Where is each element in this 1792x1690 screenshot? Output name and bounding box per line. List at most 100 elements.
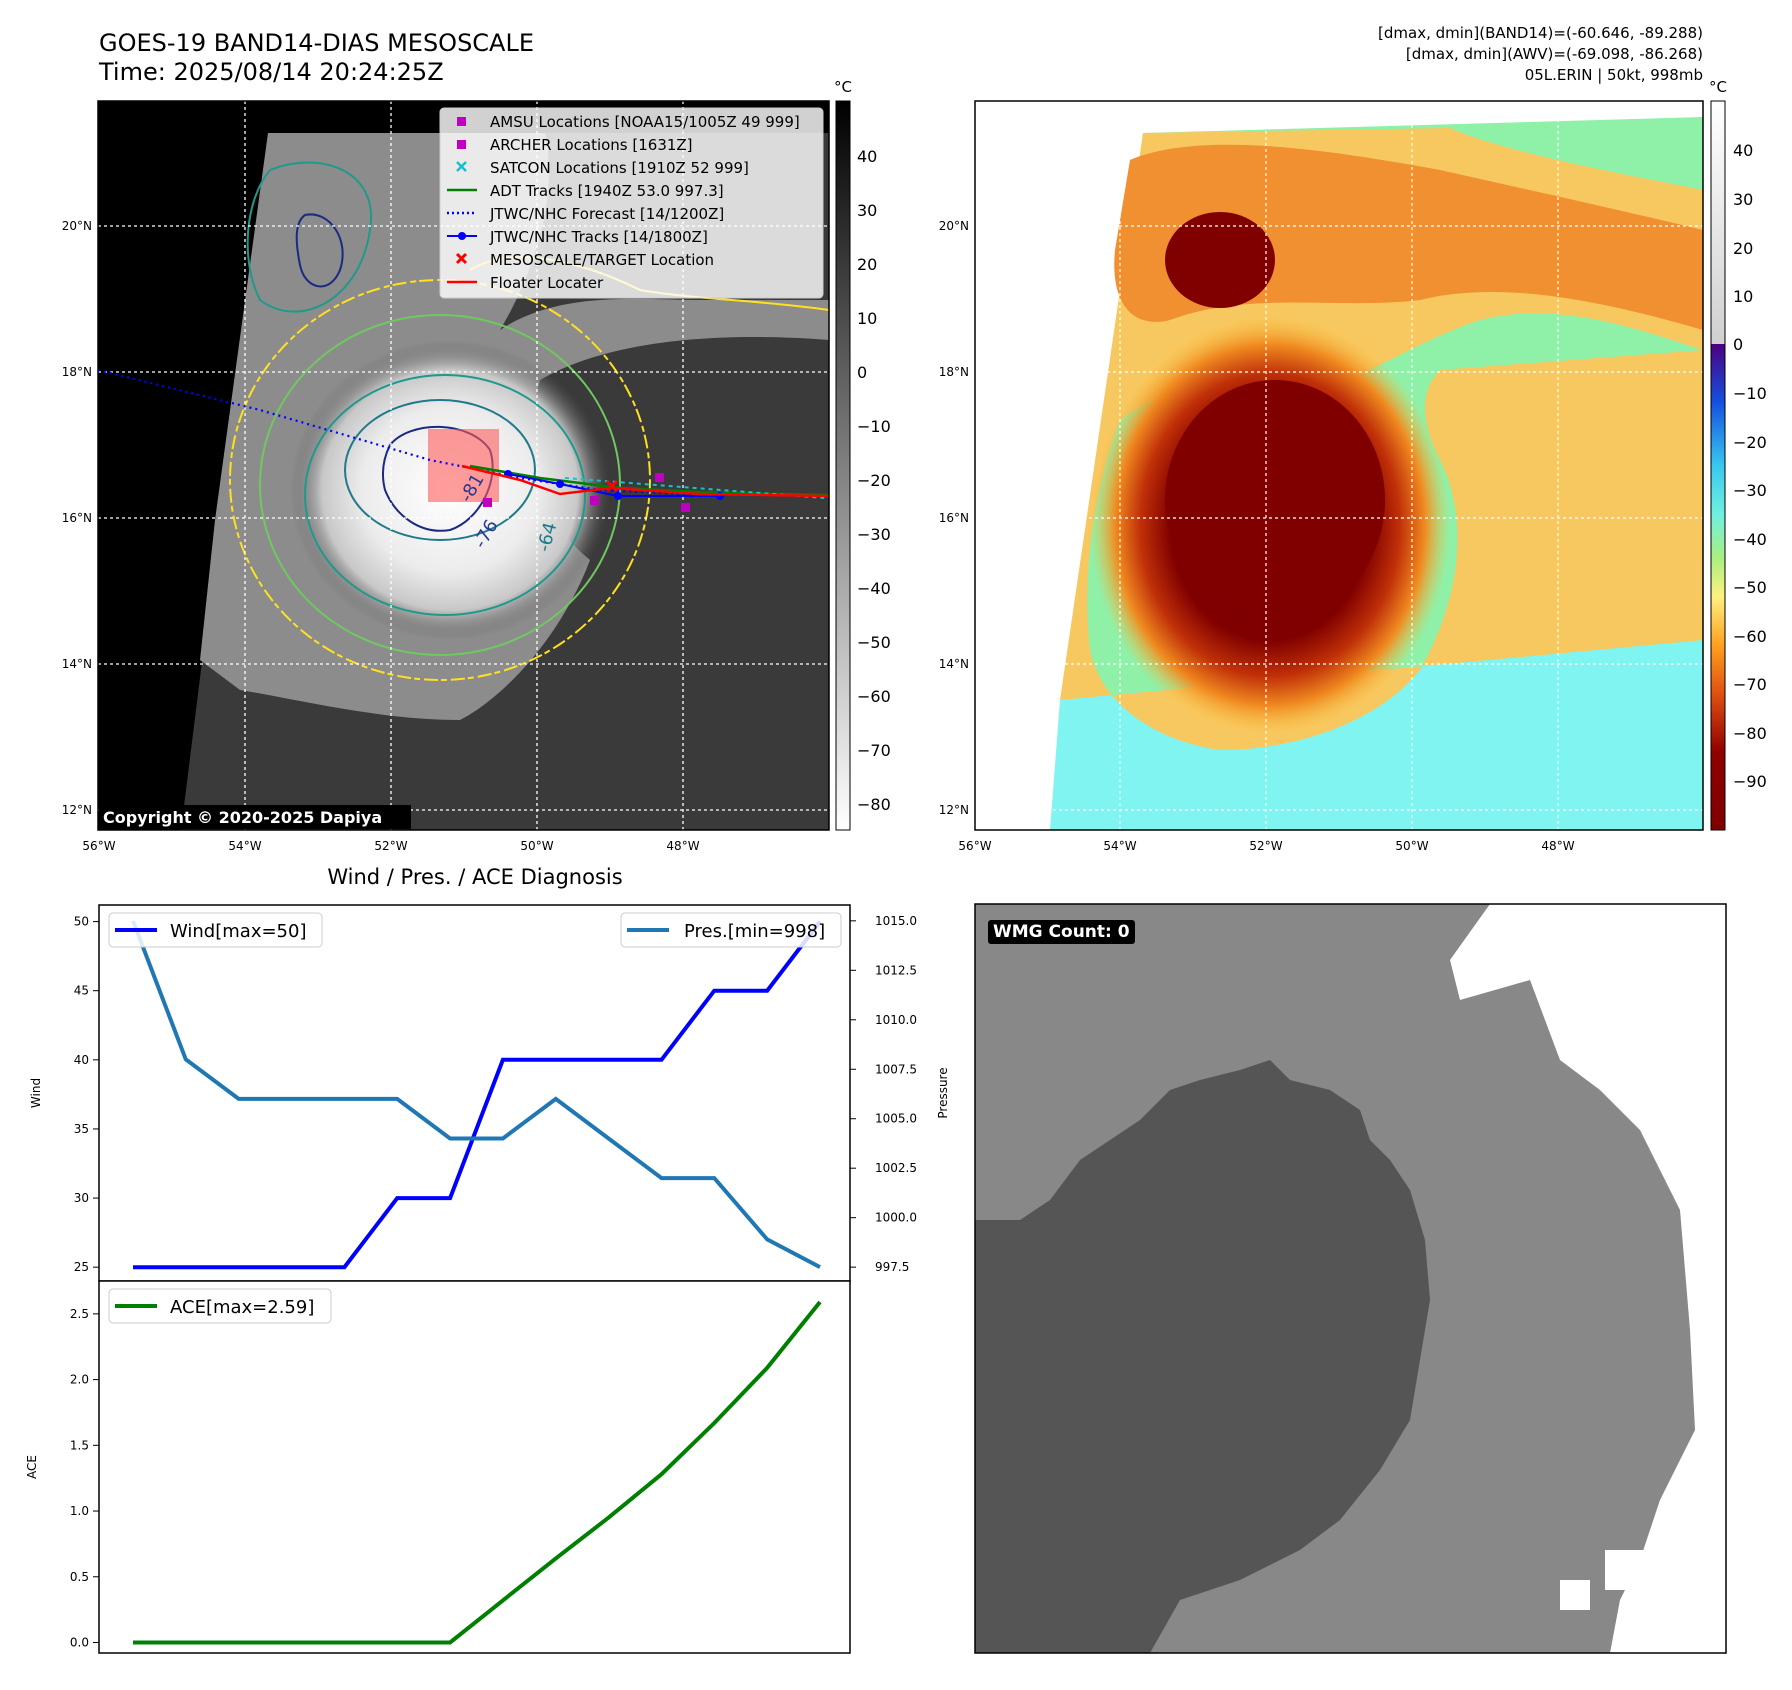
legend-archer: ARCHER Locations [1631Z] xyxy=(490,136,693,154)
ir-cbar-0: 0 xyxy=(857,363,867,382)
ir-cbar-m80: −80 xyxy=(857,795,891,814)
ir-cbar-m40: −40 xyxy=(857,579,891,598)
ace-tick-label: 2.5 xyxy=(70,1307,89,1321)
diagnosis-title: Wind / Pres. / ACE Diagnosis xyxy=(327,865,622,889)
ir-lon-48: 48°W xyxy=(666,839,699,853)
pressure-tick-label: 1002.5 xyxy=(875,1161,917,1175)
awv-lat-18: 18°N xyxy=(939,365,969,379)
awv-lon-54: 54°W xyxy=(1103,839,1136,853)
awv-cbar-0: 0 xyxy=(1733,335,1743,354)
ir-lat-16: 16°N xyxy=(62,511,92,525)
wind-pres-chart: 25 30 35 40 45 50 997.5 1000.0 1002.5 1005.0 1007… xyxy=(29,904,950,1282)
ace-ylabel: ACE xyxy=(25,1455,39,1479)
ir-legend: AMSU Locations [NOAA15/1005Z 49 999] ARC… xyxy=(439,107,824,299)
awv-cbar-20: 20 xyxy=(1733,239,1753,258)
ir-lat-14: 14°N xyxy=(62,657,92,671)
wmg-panel xyxy=(974,903,1727,1654)
awv-lat-20: 20°N xyxy=(939,219,969,233)
ir-lon-54: 54°W xyxy=(228,839,261,853)
pressure-line xyxy=(131,920,821,1269)
ir-cbar-40: 40 xyxy=(857,147,877,166)
ir-colorbar: °C 40 30 20 10 0 −10 −20 −30 −40 −50 −60… xyxy=(834,78,891,831)
awv-cbar-m40: −40 xyxy=(1733,530,1767,549)
ace-tick-label: 0.5 xyxy=(70,1570,89,1584)
awv-cbar-10: 10 xyxy=(1733,287,1753,306)
legend-satcon: SATCON Locations [1910Z 52 999] xyxy=(490,159,749,177)
stats-line1: [dmax, dmin](BAND14)=(-60.646, -89.288) xyxy=(1378,24,1703,42)
pressure-tick-label: 1015.0 xyxy=(875,914,917,928)
awv-cbar-40: 40 xyxy=(1733,141,1753,160)
ace-legend: ACE[max=2.59] xyxy=(170,1297,314,1318)
legend-floater: Floater Locater xyxy=(490,274,604,292)
title-line2: Time: 2025/08/14 20:24:25Z xyxy=(98,58,444,86)
ir-cbar-30: 30 xyxy=(857,201,877,220)
wind-line xyxy=(133,920,822,1270)
awv-lon-52: 52°W xyxy=(1249,839,1282,853)
ir-lat-12: 12°N xyxy=(62,803,92,817)
wind-legend: Wind[max=50] xyxy=(170,921,307,942)
ace-chart: 0.0 0.5 1.0 1.5 2.0 2.5 ACE ACE[max=2.59] xyxy=(25,1280,851,1654)
awv-lat-14: 14°N xyxy=(939,657,969,671)
awv-colorbar-unit: °C xyxy=(1709,78,1727,96)
ir-lat-20: 20°N xyxy=(62,219,92,233)
contour-teal-north xyxy=(246,161,373,313)
ace-tick-label: 1.0 xyxy=(70,1504,89,1518)
legend-forecast: JTWC/NHC Forecast [14/1200Z] xyxy=(489,205,724,223)
stats-line2: [dmax, dmin](AWV)=(-69.098, -86.268) xyxy=(1406,45,1703,63)
awv-cbar-30: 30 xyxy=(1733,190,1753,209)
ir-colorbar-unit: °C xyxy=(834,78,852,96)
awv-storm-core xyxy=(1165,380,1385,620)
awv-map: 20°N 18°N 16°N 14°N 12°N 56°W 54°W 52°W … xyxy=(939,100,1704,853)
awv-cbar-m20: −20 xyxy=(1733,433,1767,452)
ir-cbar-m30: −30 xyxy=(857,525,891,544)
awv-dark-north xyxy=(1165,212,1275,308)
pressure-tick-label: 1010.0 xyxy=(875,1013,917,1027)
floater-track xyxy=(461,464,829,498)
ir-cbar-20: 20 xyxy=(857,255,877,274)
title-line1: GOES-19 BAND14-DIAS MESOSCALE xyxy=(99,29,534,57)
target-x-marker xyxy=(605,479,619,493)
ir-cbar-m20: −20 xyxy=(857,471,891,490)
ir-map: -81 -76 -64 Copyright © 2020-2025 Dapiya… xyxy=(62,100,830,853)
wind-tick-label: 25 xyxy=(74,1260,89,1274)
contour-teal xyxy=(304,374,586,616)
wmg-dark-gray-region xyxy=(975,1060,1430,1653)
ir-cbar-m50: −50 xyxy=(857,633,891,652)
awv-cbar-m10: −10 xyxy=(1733,384,1767,403)
ir-lon-50: 50°W xyxy=(520,839,553,853)
ir-lon-52: 52°W xyxy=(374,839,407,853)
awv-lat-12: 12°N xyxy=(939,803,969,817)
wmg-count-badge: WMG Count: 0 xyxy=(988,920,1135,944)
awv-cbar-m30: −30 xyxy=(1733,481,1767,500)
ace-tick-label: 2.0 xyxy=(70,1373,89,1387)
awv-cbar-m70: −70 xyxy=(1733,675,1767,694)
contour-green xyxy=(259,314,621,656)
awv-lon-50: 50°W xyxy=(1395,839,1428,853)
pressure-tick-label: 997.5 xyxy=(875,1260,909,1274)
awv-cbar-m60: −60 xyxy=(1733,627,1767,646)
wind-tick-label: 45 xyxy=(74,984,89,998)
ace-line xyxy=(133,1300,822,1645)
pres-ylabel: Pressure xyxy=(936,1067,950,1118)
pressure-tick-label: 1012.5 xyxy=(875,963,917,977)
contour-navy xyxy=(381,425,494,532)
legend-amsu: AMSU Locations [NOAA15/1005Z 49 999] xyxy=(490,113,800,131)
contour-teal-inner xyxy=(344,399,536,541)
awv-lat-16: 16°N xyxy=(939,511,969,525)
ir-cbar-m10: −10 xyxy=(857,417,891,436)
wmg-white-patches xyxy=(1560,1550,1650,1610)
wind-tick-label: 40 xyxy=(74,1053,89,1067)
awv-lon-48: 48°W xyxy=(1541,839,1574,853)
copyright-box xyxy=(99,805,411,829)
awv-cbar-m80: −80 xyxy=(1733,724,1767,743)
ir-cbar-m60: −60 xyxy=(857,687,891,706)
copyright-text: Copyright © 2020-2025 Dapiya xyxy=(103,808,382,827)
legend-jtwc-tracks: JTWC/NHC Tracks [14/1800Z] xyxy=(489,228,708,246)
awv-cbar-m50: −50 xyxy=(1733,578,1767,597)
pressure-tick-label: 1005.0 xyxy=(875,1112,917,1126)
ir-lat-18: 18°N xyxy=(62,365,92,379)
pressure-tick-label: 1007.5 xyxy=(875,1062,917,1076)
stats-line3: 05L.ERIN | 50kt, 998mb xyxy=(1525,66,1703,84)
wind-tick-label: 50 xyxy=(74,915,89,929)
wind-ylabel: Wind xyxy=(29,1078,43,1108)
